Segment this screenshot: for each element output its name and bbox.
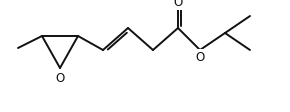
- Text: O: O: [173, 0, 183, 9]
- Text: O: O: [55, 71, 65, 84]
- Text: O: O: [195, 51, 205, 64]
